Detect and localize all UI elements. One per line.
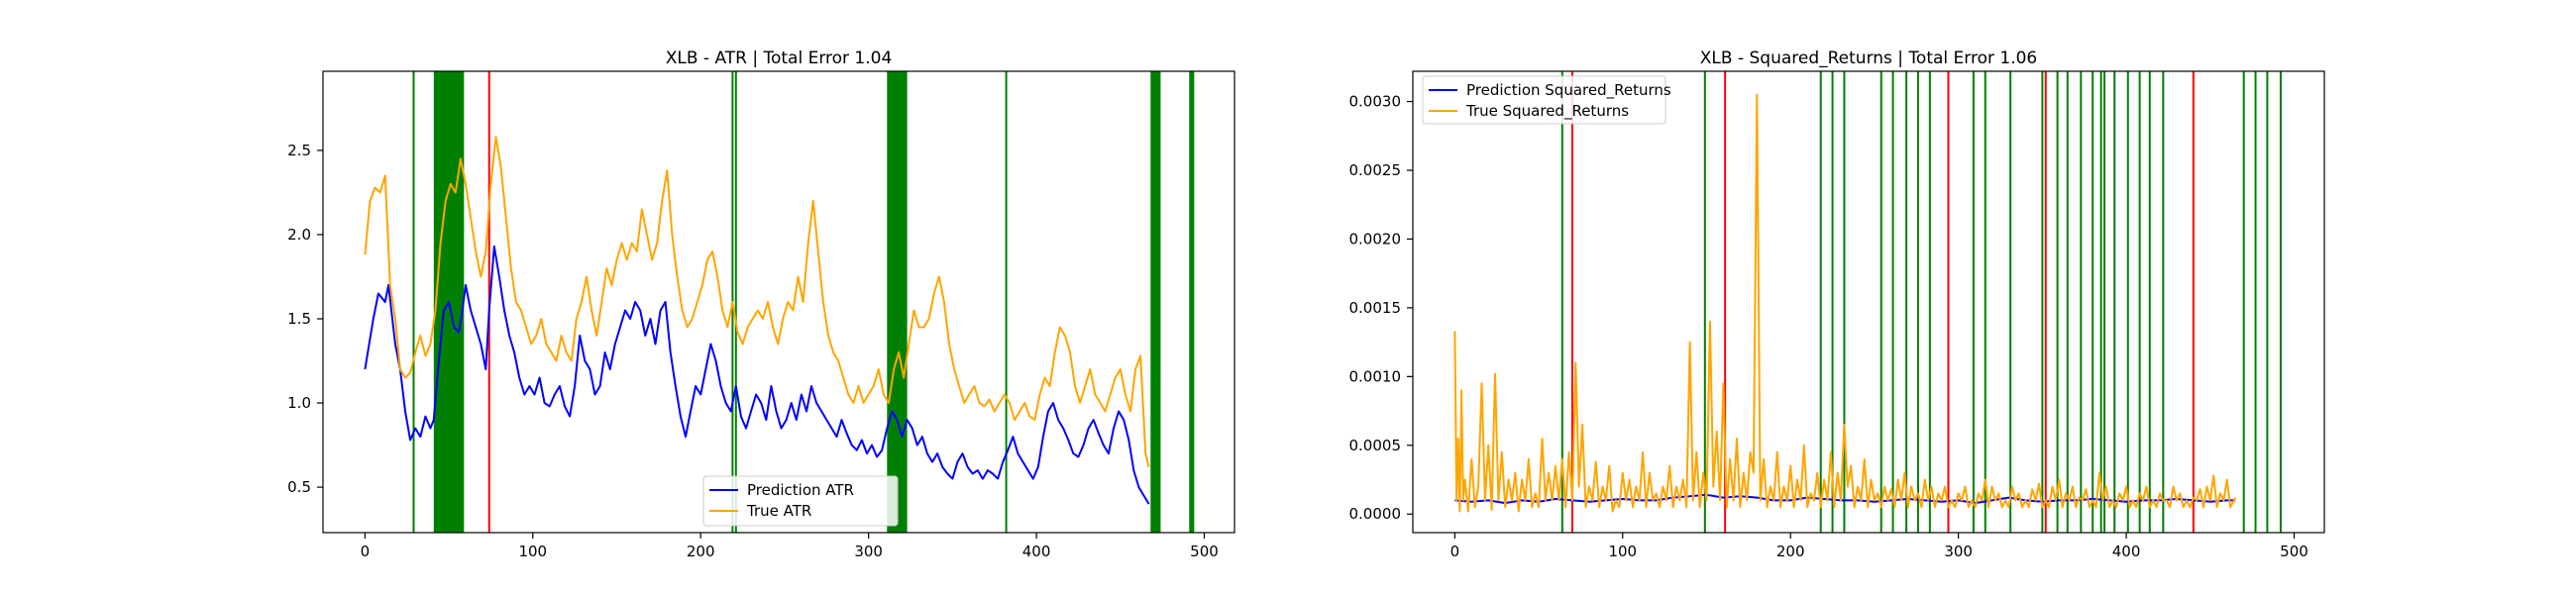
x-tick-label: 0 [1450,543,1460,560]
x-tick-label: 300 [1944,543,1973,560]
x-tick-label: 200 [1776,543,1805,560]
y-tick-label: 0.0005 [1349,437,1402,454]
squared-returns-chart: XLB - Squared_Returns | Total Error 1.06… [1349,49,2325,560]
y-tick-label: 0.0010 [1349,367,1402,385]
legend-label-true: True Squared_Returns [1465,102,1629,121]
plot-area: 0 100 200 300 400 500 0.5 1.0 1.5 2.0 2.5 [287,70,1235,560]
shaded-span [887,71,908,533]
legend: Prediction ATR True ATR [702,475,899,527]
x-tick-label: 400 [1022,543,1051,560]
y-tick-label: 1.5 [287,310,311,328]
y-tick-label: 0.0000 [1349,505,1402,523]
y-tick-label: 0.0015 [1349,299,1402,317]
x-tick-label: 400 [2112,543,2141,560]
shaded-span [1189,71,1195,533]
series-line-1 [364,136,1150,467]
x-tick-label: 500 [1190,543,1219,560]
legend-label-true: True ATR [746,502,811,520]
x-tick-label: 0 [361,543,371,560]
x-tick-label: 500 [2280,543,2308,560]
plot-content [364,71,1195,533]
legend-label-prediction: Prediction ATR [747,481,854,499]
chart-title: XLB - ATR | Total Error 1.04 [666,49,893,68]
series-line-1 [1453,93,2237,513]
y-tick-label: 0.0020 [1349,230,1402,248]
y-tick-label: 2.5 [287,142,311,159]
legend: Prediction Squared_Returns True Squared_… [1422,75,1671,125]
x-tick-label: 200 [687,543,715,560]
axes-frame [322,70,1235,534]
plot-area: 0 100 200 300 400 500 0.0000 0.0005 0.0010 0.0015… [1349,70,2325,560]
x-tick-label: 100 [518,543,547,560]
atr-chart: XLB - ATR | Total Error 1.04 0 100 200 300 4… [287,49,1235,560]
legend-box [1422,75,1666,125]
x-tick-label: 100 [1608,543,1637,560]
y-tick-label: 0.0030 [1349,93,1402,111]
legend-box [702,475,899,527]
series-line-0 [364,245,1150,505]
y-tick-label: 0.5 [287,478,311,496]
y-tick-label: 0.0025 [1349,161,1402,179]
legend-label-prediction: Prediction Squared_Returns [1466,81,1671,100]
plot-content [1453,71,2282,533]
y-tick-label: 1.0 [287,394,311,412]
y-tick-label: 2.0 [287,226,311,244]
chart-title: XLB - Squared_Returns | Total Error 1.06 [1700,49,2037,68]
axes-frame [1412,70,2325,534]
x-tick-label: 300 [854,543,883,560]
shaded-span [1150,71,1161,533]
